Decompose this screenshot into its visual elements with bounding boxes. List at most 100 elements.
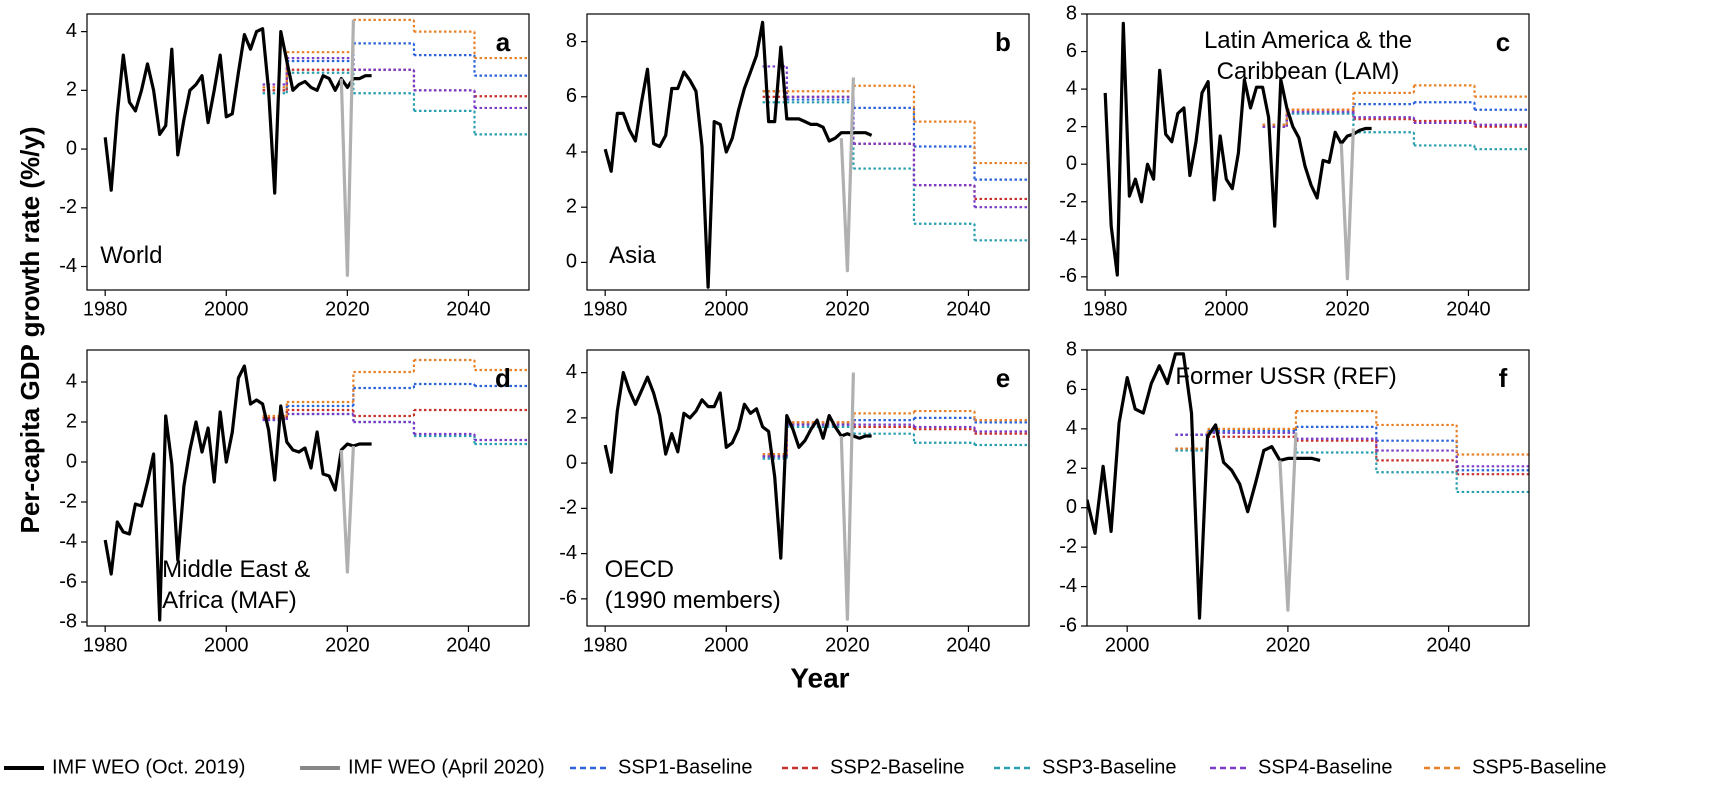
panel-letter: a <box>496 27 511 57</box>
x-tick-label: 1980 <box>83 298 128 320</box>
series-line <box>1339 128 1355 281</box>
y-axis-label: Per-capita GDP growth rate (%/y) <box>15 127 45 534</box>
x-tick-label: 2040 <box>446 634 491 656</box>
y-tick-label: 8 <box>1066 338 1077 360</box>
y-tick-label: 0 <box>566 251 577 273</box>
y-tick-label: 4 <box>66 20 77 42</box>
series-line <box>839 77 855 273</box>
panel-annotation: Former USSR (REF) <box>1175 363 1396 390</box>
y-tick-label: -2 <box>1059 535 1077 557</box>
series-line <box>839 372 855 621</box>
panel-annotation: Africa (MAF) <box>162 587 297 614</box>
panel-annotation: Latin America & the <box>1204 27 1412 54</box>
x-tick-label: 2040 <box>946 298 991 320</box>
series-line <box>103 364 372 622</box>
x-tick-label: 2000 <box>704 634 749 656</box>
series-line <box>1087 352 1321 620</box>
panel-annotation: Asia <box>609 242 656 269</box>
panel-letter: c <box>1496 27 1510 57</box>
panel-annotation: World <box>100 242 162 269</box>
x-tick-label: 2040 <box>1446 298 1491 320</box>
x-tick-label: 2020 <box>325 634 370 656</box>
series-line <box>603 371 872 560</box>
panel-letter: f <box>1499 363 1508 393</box>
y-tick-label: -4 <box>559 542 577 564</box>
y-tick-label: 4 <box>66 370 77 392</box>
plot-area <box>103 18 529 277</box>
x-tick-label: 1980 <box>1083 298 1128 320</box>
y-tick-label: 0 <box>66 137 77 159</box>
panel-annotation: OECD <box>605 556 674 583</box>
x-tick-label: 2000 <box>204 298 249 320</box>
y-tick-label: 6 <box>1066 40 1077 62</box>
y-tick-label: -2 <box>559 497 577 519</box>
y-tick-label: 4 <box>1066 417 1077 439</box>
series-line <box>339 19 355 277</box>
plot-area <box>603 371 1029 621</box>
legend-label: IMF WEO (April 2020) <box>348 756 545 778</box>
y-tick-label: 0 <box>66 450 77 472</box>
y-tick-label: 6 <box>566 85 577 107</box>
y-tick-label: 4 <box>566 140 577 162</box>
x-tick-label: 2040 <box>446 298 491 320</box>
y-tick-label: 8 <box>1066 2 1077 24</box>
legend-label: IMF WEO (Oct. 2019) <box>52 756 245 778</box>
x-tick-label: 2000 <box>704 298 749 320</box>
legend-label: SSP5-Baseline <box>1472 756 1607 778</box>
y-tick-label: -6 <box>1059 614 1077 636</box>
x-tick-label: 2000 <box>1204 298 1249 320</box>
y-tick-label: -6 <box>1059 265 1077 287</box>
y-tick-label: -4 <box>59 530 77 552</box>
x-tick-label: 2020 <box>825 298 870 320</box>
x-tick-label: 1980 <box>83 634 128 656</box>
plot-area <box>1103 21 1529 281</box>
y-tick-label: 2 <box>566 195 577 217</box>
y-tick-label: 2 <box>66 79 77 101</box>
y-tick-label: 0 <box>1066 152 1077 174</box>
y-tick-label: -4 <box>59 255 77 277</box>
panel-annotation: (1990 members) <box>605 587 781 614</box>
x-tick-label: 1980 <box>583 298 628 320</box>
y-tick-label: -2 <box>59 490 77 512</box>
x-tick-label: 2020 <box>1266 634 1311 656</box>
y-tick-label: 4 <box>1066 77 1077 99</box>
series-line <box>103 27 372 195</box>
plot-frame <box>86 13 530 291</box>
plot-frame <box>586 13 1030 291</box>
x-tick-label: 2020 <box>325 298 370 320</box>
x-tick-label: 2040 <box>1426 634 1471 656</box>
y-tick-label: 4 <box>566 361 577 383</box>
panel-letter: b <box>995 27 1011 57</box>
plot-area <box>1087 352 1529 620</box>
series-line <box>603 20 873 289</box>
y-tick-label: -2 <box>59 196 77 218</box>
legend-label: SSP1-Baseline <box>618 756 753 778</box>
plot-frame <box>586 349 1030 627</box>
y-tick-label: 0 <box>566 451 577 473</box>
panel-letter: e <box>996 363 1010 393</box>
legend-label: SSP3-Baseline <box>1042 756 1177 778</box>
legend-label: SSP4-Baseline <box>1258 756 1393 778</box>
panel-letter: d <box>495 363 511 393</box>
plot-frame <box>1086 349 1530 627</box>
panel-annotation: Middle East & <box>162 556 310 583</box>
x-tick-label: 1980 <box>583 634 628 656</box>
plot-area <box>603 20 1029 289</box>
x-tick-label: 2040 <box>946 634 991 656</box>
series-line <box>1278 432 1298 612</box>
plot-area <box>103 358 529 622</box>
plot-frame <box>86 349 530 627</box>
y-tick-label: 2 <box>1066 457 1077 479</box>
y-tick-label: -2 <box>1059 190 1077 212</box>
y-tick-label: 8 <box>566 30 577 52</box>
y-tick-label: -4 <box>1059 575 1077 597</box>
panel-annotation: Caribbean (LAM) <box>1217 58 1400 85</box>
series-line <box>339 445 355 574</box>
x-axis-label: Year <box>790 662 849 693</box>
y-tick-label: -4 <box>1059 228 1077 250</box>
y-tick-label: -8 <box>59 610 77 632</box>
x-tick-label: 2020 <box>1325 298 1370 320</box>
y-tick-label: -6 <box>559 587 577 609</box>
x-tick-label: 2020 <box>825 634 870 656</box>
plot-frame <box>1086 13 1530 291</box>
